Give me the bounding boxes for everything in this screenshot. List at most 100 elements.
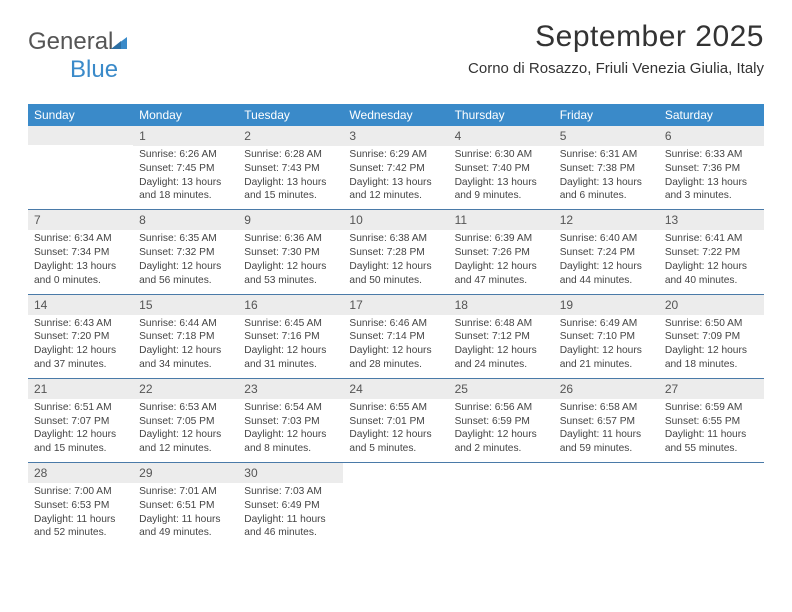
day-cell: 20Sunrise: 6:50 AMSunset: 7:09 PMDayligh… — [659, 295, 764, 378]
month-title: September 2025 — [468, 20, 764, 54]
day-cell: 26Sunrise: 6:58 AMSunset: 6:57 PMDayligh… — [554, 379, 659, 462]
day-number: 29 — [133, 463, 238, 483]
day-number: 3 — [343, 126, 448, 146]
day-cell — [28, 126, 133, 209]
day-info: Sunrise: 6:43 AMSunset: 7:20 PMDaylight:… — [28, 317, 133, 372]
day-cell: 29Sunrise: 7:01 AMSunset: 6:51 PMDayligh… — [133, 463, 238, 546]
day-cell: 2Sunrise: 6:28 AMSunset: 7:43 PMDaylight… — [238, 126, 343, 209]
weeks-container: 1Sunrise: 6:26 AMSunset: 7:45 PMDaylight… — [28, 126, 764, 546]
day-info: Sunrise: 6:44 AMSunset: 7:18 PMDaylight:… — [133, 317, 238, 372]
day-cell — [659, 463, 764, 546]
weekday-header: Monday — [133, 104, 238, 126]
day-cell: 15Sunrise: 6:44 AMSunset: 7:18 PMDayligh… — [133, 295, 238, 378]
day-cell: 11Sunrise: 6:39 AMSunset: 7:26 PMDayligh… — [449, 210, 554, 293]
day-info: Sunrise: 6:46 AMSunset: 7:14 PMDaylight:… — [343, 317, 448, 372]
day-cell: 14Sunrise: 6:43 AMSunset: 7:20 PMDayligh… — [28, 295, 133, 378]
day-number: 4 — [449, 126, 554, 146]
day-number: 25 — [449, 379, 554, 399]
weekday-header-row: Sunday Monday Tuesday Wednesday Thursday… — [28, 104, 764, 126]
day-info: Sunrise: 6:50 AMSunset: 7:09 PMDaylight:… — [659, 317, 764, 372]
day-cell: 12Sunrise: 6:40 AMSunset: 7:24 PMDayligh… — [554, 210, 659, 293]
day-number: 2 — [238, 126, 343, 146]
day-number: 9 — [238, 210, 343, 230]
brand-name-part1: General — [28, 28, 113, 55]
day-info: Sunrise: 6:39 AMSunset: 7:26 PMDaylight:… — [449, 232, 554, 287]
day-info: Sunrise: 6:48 AMSunset: 7:12 PMDaylight:… — [449, 317, 554, 372]
day-info: Sunrise: 6:35 AMSunset: 7:32 PMDaylight:… — [133, 232, 238, 287]
day-cell: 6Sunrise: 6:33 AMSunset: 7:36 PMDaylight… — [659, 126, 764, 209]
day-info: Sunrise: 7:00 AMSunset: 6:53 PMDaylight:… — [28, 485, 133, 540]
day-info: Sunrise: 6:58 AMSunset: 6:57 PMDaylight:… — [554, 401, 659, 456]
day-number: 13 — [659, 210, 764, 230]
day-cell: 21Sunrise: 6:51 AMSunset: 7:07 PMDayligh… — [28, 379, 133, 462]
day-number: 23 — [238, 379, 343, 399]
calendar-grid: Sunday Monday Tuesday Wednesday Thursday… — [28, 104, 764, 546]
day-number: 6 — [659, 126, 764, 146]
day-cell — [449, 463, 554, 546]
weekday-header: Sunday — [28, 104, 133, 126]
week-row: 28Sunrise: 7:00 AMSunset: 6:53 PMDayligh… — [28, 463, 764, 546]
day-info: Sunrise: 6:45 AMSunset: 7:16 PMDaylight:… — [238, 317, 343, 372]
day-cell: 5Sunrise: 6:31 AMSunset: 7:38 PMDaylight… — [554, 126, 659, 209]
day-number: 22 — [133, 379, 238, 399]
weekday-header: Tuesday — [238, 104, 343, 126]
day-number: 1 — [133, 126, 238, 146]
week-row: 7Sunrise: 6:34 AMSunset: 7:34 PMDaylight… — [28, 210, 764, 294]
day-info: Sunrise: 6:33 AMSunset: 7:36 PMDaylight:… — [659, 148, 764, 203]
page-header: September 2025 Corno di Rosazzo, Friuli … — [468, 20, 764, 77]
day-cell: 1Sunrise: 6:26 AMSunset: 7:45 PMDaylight… — [133, 126, 238, 209]
day-number: 12 — [554, 210, 659, 230]
day-number: 19 — [554, 295, 659, 315]
day-info: Sunrise: 6:38 AMSunset: 7:28 PMDaylight:… — [343, 232, 448, 287]
day-number: 8 — [133, 210, 238, 230]
day-info: Sunrise: 6:49 AMSunset: 7:10 PMDaylight:… — [554, 317, 659, 372]
day-number — [28, 126, 133, 145]
day-cell: 8Sunrise: 6:35 AMSunset: 7:32 PMDaylight… — [133, 210, 238, 293]
day-info: Sunrise: 6:41 AMSunset: 7:22 PMDaylight:… — [659, 232, 764, 287]
day-cell: 16Sunrise: 6:45 AMSunset: 7:16 PMDayligh… — [238, 295, 343, 378]
brand-name-part2: Blue — [70, 56, 118, 83]
day-info: Sunrise: 6:30 AMSunset: 7:40 PMDaylight:… — [449, 148, 554, 203]
day-number: 20 — [659, 295, 764, 315]
weekday-header: Friday — [554, 104, 659, 126]
day-info: Sunrise: 6:31 AMSunset: 7:38 PMDaylight:… — [554, 148, 659, 203]
day-cell: 18Sunrise: 6:48 AMSunset: 7:12 PMDayligh… — [449, 295, 554, 378]
day-cell: 4Sunrise: 6:30 AMSunset: 7:40 PMDaylight… — [449, 126, 554, 209]
day-cell: 25Sunrise: 6:56 AMSunset: 6:59 PMDayligh… — [449, 379, 554, 462]
day-info: Sunrise: 7:01 AMSunset: 6:51 PMDaylight:… — [133, 485, 238, 540]
day-number: 16 — [238, 295, 343, 315]
day-info: Sunrise: 6:54 AMSunset: 7:03 PMDaylight:… — [238, 401, 343, 456]
brand-logo: General Blue — [28, 28, 129, 84]
week-row: 1Sunrise: 6:26 AMSunset: 7:45 PMDaylight… — [28, 126, 764, 210]
week-row: 14Sunrise: 6:43 AMSunset: 7:20 PMDayligh… — [28, 295, 764, 379]
day-number: 18 — [449, 295, 554, 315]
day-info: Sunrise: 6:51 AMSunset: 7:07 PMDaylight:… — [28, 401, 133, 456]
day-cell: 10Sunrise: 6:38 AMSunset: 7:28 PMDayligh… — [343, 210, 448, 293]
day-number: 7 — [28, 210, 133, 230]
day-info: Sunrise: 6:59 AMSunset: 6:55 PMDaylight:… — [659, 401, 764, 456]
day-cell: 7Sunrise: 6:34 AMSunset: 7:34 PMDaylight… — [28, 210, 133, 293]
day-info: Sunrise: 6:56 AMSunset: 6:59 PMDaylight:… — [449, 401, 554, 456]
day-number: 24 — [343, 379, 448, 399]
weekday-header: Saturday — [659, 104, 764, 126]
day-number: 14 — [28, 295, 133, 315]
day-cell: 3Sunrise: 6:29 AMSunset: 7:42 PMDaylight… — [343, 126, 448, 209]
day-number: 15 — [133, 295, 238, 315]
day-number: 27 — [659, 379, 764, 399]
day-cell: 22Sunrise: 6:53 AMSunset: 7:05 PMDayligh… — [133, 379, 238, 462]
day-info: Sunrise: 6:34 AMSunset: 7:34 PMDaylight:… — [28, 232, 133, 287]
day-info: Sunrise: 6:36 AMSunset: 7:30 PMDaylight:… — [238, 232, 343, 287]
day-cell — [343, 463, 448, 546]
day-cell — [554, 463, 659, 546]
day-cell: 27Sunrise: 6:59 AMSunset: 6:55 PMDayligh… — [659, 379, 764, 462]
location-subtitle: Corno di Rosazzo, Friuli Venezia Giulia,… — [468, 60, 764, 77]
day-info: Sunrise: 6:40 AMSunset: 7:24 PMDaylight:… — [554, 232, 659, 287]
day-info: Sunrise: 6:55 AMSunset: 7:01 PMDaylight:… — [343, 401, 448, 456]
day-info: Sunrise: 6:28 AMSunset: 7:43 PMDaylight:… — [238, 148, 343, 203]
weekday-header: Wednesday — [343, 104, 448, 126]
day-number: 21 — [28, 379, 133, 399]
day-info: Sunrise: 6:29 AMSunset: 7:42 PMDaylight:… — [343, 148, 448, 203]
day-info: Sunrise: 6:53 AMSunset: 7:05 PMDaylight:… — [133, 401, 238, 456]
week-row: 21Sunrise: 6:51 AMSunset: 7:07 PMDayligh… — [28, 379, 764, 463]
day-cell: 28Sunrise: 7:00 AMSunset: 6:53 PMDayligh… — [28, 463, 133, 546]
